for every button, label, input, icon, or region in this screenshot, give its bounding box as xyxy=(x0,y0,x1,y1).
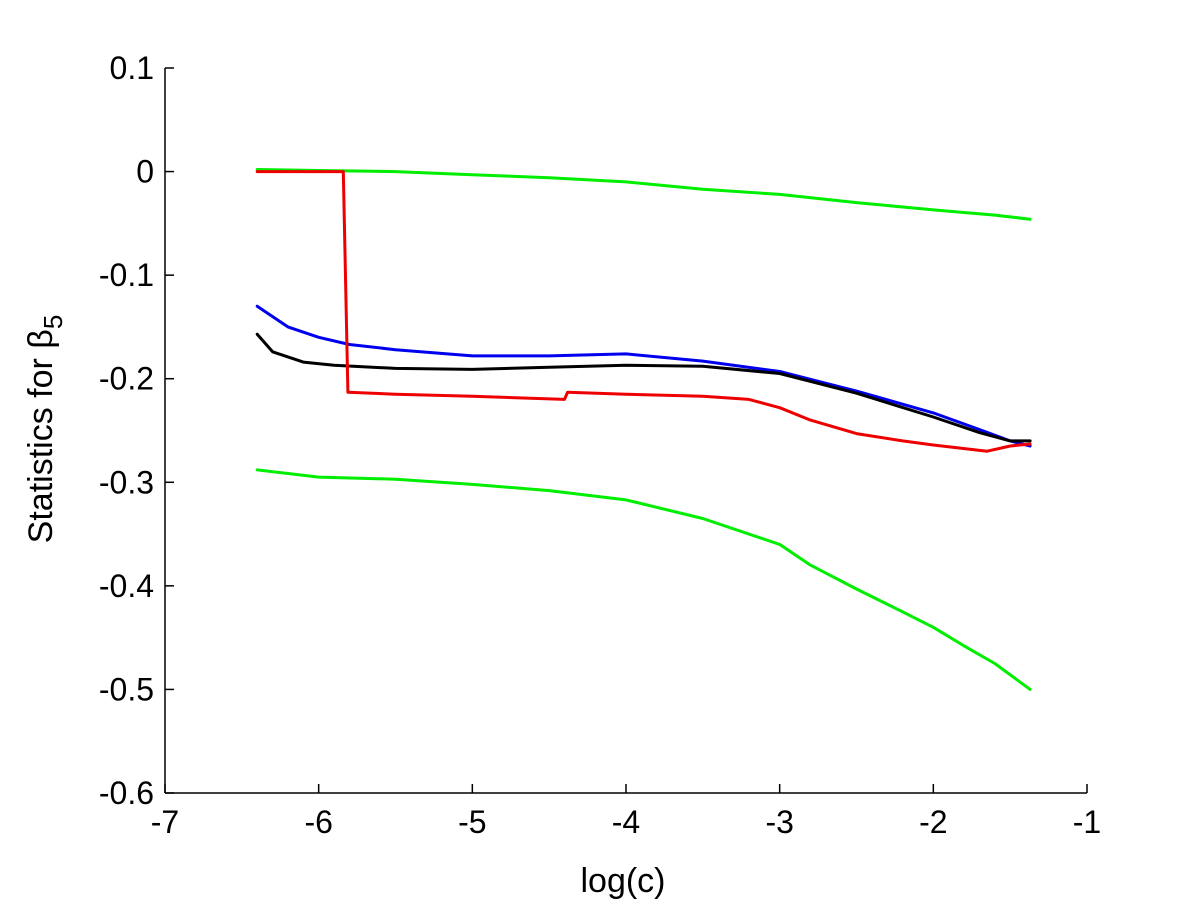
y-tick-label: -0.2 xyxy=(99,361,154,397)
axes: -7 -6 -5 -4 -3 -2 -1 0.1 0 -0.1 -0.2 -0.3 -0.4 -0.5 -0… xyxy=(99,50,1101,840)
x-tick-label: -3 xyxy=(765,804,793,840)
series-line-3 xyxy=(255,304,1032,448)
y-tick-label: -0.4 xyxy=(99,568,154,604)
axis-labels: log(c) Statistics for β5 xyxy=(22,315,666,900)
x-axis-label: log(c) xyxy=(580,862,665,900)
y-tick-label: -0.3 xyxy=(99,464,154,500)
y-axis-label-subscript: 5 xyxy=(38,315,68,329)
x-tick-label: -4 xyxy=(612,804,640,840)
series-line-4 xyxy=(255,332,1032,443)
y-axis-label-main: Statistics for β xyxy=(22,329,60,543)
x-tick-label: -1 xyxy=(1073,804,1101,840)
y-tick-label: -0.6 xyxy=(99,775,154,811)
series-layer xyxy=(255,168,1032,691)
y-axis-label: Statistics for β5 xyxy=(22,315,68,544)
x-tick-label: -6 xyxy=(304,804,332,840)
series-line-1 xyxy=(255,168,1032,221)
x-tick-label: -5 xyxy=(458,804,486,840)
y-tick-label: -0.1 xyxy=(99,257,154,293)
y-tick-label: 0 xyxy=(136,154,154,190)
x-tick-label: -7 xyxy=(151,804,179,840)
series-line-5 xyxy=(255,170,1032,453)
series-line-2 xyxy=(255,468,1032,691)
y-tick-label: -0.5 xyxy=(99,671,154,707)
y-tick-label: 0.1 xyxy=(110,50,154,86)
x-tick-label: -2 xyxy=(919,804,947,840)
